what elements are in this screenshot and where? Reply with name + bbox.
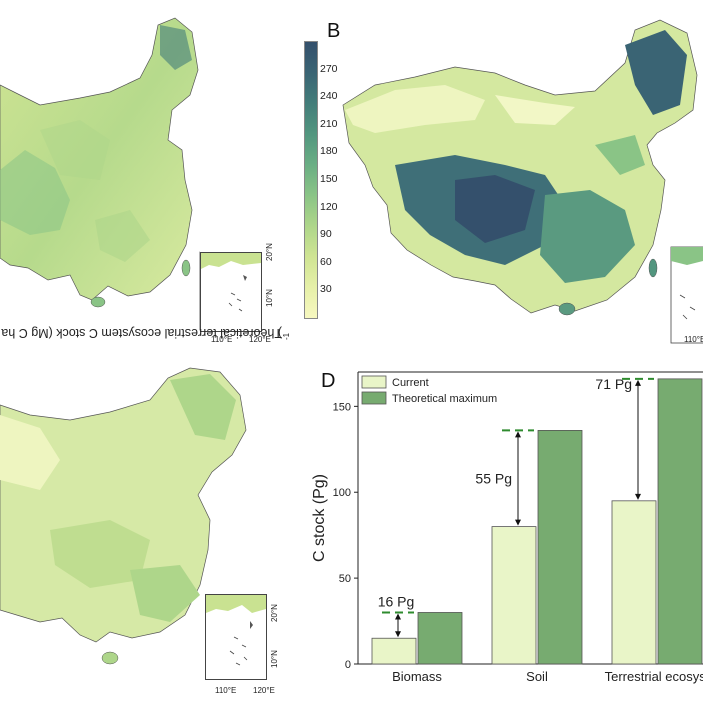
bar-current-1 <box>491 526 537 665</box>
bar-theoretical-2 <box>657 378 703 665</box>
inset-lat-10-c: 10°N <box>270 650 279 668</box>
colorbar-tick-label: 120 <box>320 200 338 213</box>
gap-arrow-head-up <box>515 431 521 438</box>
x-tick-label: Terrestrial ecosyst <box>605 669 703 684</box>
colorbar-tick-label: 60 <box>320 255 332 268</box>
colorbar-tick-label: 180 <box>320 145 338 158</box>
inset-lat-20-c: 20°N <box>270 604 279 622</box>
gap-label: 55 Pg <box>475 470 512 486</box>
taiwan-island-b <box>648 258 658 278</box>
bar-theoretical-1 <box>537 430 583 665</box>
hainan-island-c <box>101 651 119 665</box>
gap-arrow-head-up <box>635 379 641 386</box>
colorbar-gradient <box>304 41 318 319</box>
map-panel-a <box>0 17 200 331</box>
legend-label-0: Current <box>392 377 429 389</box>
map-panel-b <box>342 19 703 344</box>
inset-lon-120-c: 120°E <box>253 686 275 695</box>
x-tick-label: Soil <box>526 669 548 684</box>
inset-lat-10-a: 10°N <box>265 289 274 307</box>
taiwan-island-a <box>181 259 191 277</box>
inset-a: 20°N 10°N 110°E 120°E <box>200 243 274 344</box>
bar-current-2 <box>611 500 657 665</box>
legend-swatch-0 <box>361 375 387 389</box>
colorbar-tick-label: 150 <box>320 173 338 185</box>
gap-label: 71 Pg <box>595 376 632 392</box>
map-panel-c <box>0 367 247 665</box>
bar-current-0 <box>371 637 417 665</box>
colorbar-ticks: 30 60 90 120 150 180 210 240 270 <box>320 0 360 330</box>
inset-lon-120-a: 120°E <box>249 335 271 344</box>
y-tick-label: 0 <box>345 659 351 671</box>
colorbar <box>304 41 318 319</box>
y-tick-label: 100 <box>333 487 351 499</box>
colorbar-tick-label: 90 <box>320 228 332 241</box>
hainan-island-a <box>90 296 106 308</box>
legend-swatch-1 <box>361 391 387 405</box>
colorbar-tick-label: 30 <box>320 283 332 296</box>
colorbar-tick-label: 240 <box>320 90 338 103</box>
inset-lon-110-c: 110°E <box>215 686 237 695</box>
inset-lat-20-a: 20°N <box>265 243 274 261</box>
gap-label: 16 Pg <box>378 593 415 609</box>
y-tick-label: 50 <box>339 573 351 585</box>
colorbar-tick-label: 270 <box>320 62 338 75</box>
gap-arrow-head-down <box>395 631 401 638</box>
bar-chart-d: 0 50 100 150 C stock (Pg) Biomass 16 Pg Soil 55 … <box>311 371 703 684</box>
panel-label-b: B <box>327 20 341 42</box>
legend-label-1: Theoretical maximum <box>392 393 497 405</box>
gap-arrow-head-down <box>515 519 521 526</box>
y-axis-label: C stock (Pg) <box>311 474 328 562</box>
inset-lon-110-a: 110°E <box>211 335 233 344</box>
hainan-island-b <box>558 302 576 316</box>
bar-theoretical-0 <box>417 612 463 665</box>
gap-arrow-head-down <box>635 493 641 500</box>
inset-c <box>205 594 267 680</box>
inset-lon-110-b: 110°E <box>684 335 703 344</box>
y-tick-label: 150 <box>333 401 351 413</box>
colorbar-tick-label: 210 <box>320 117 338 130</box>
x-tick-label: Biomass <box>392 669 442 684</box>
gap-arrow-head-up <box>395 613 401 620</box>
panel-label-d: D <box>321 370 336 392</box>
